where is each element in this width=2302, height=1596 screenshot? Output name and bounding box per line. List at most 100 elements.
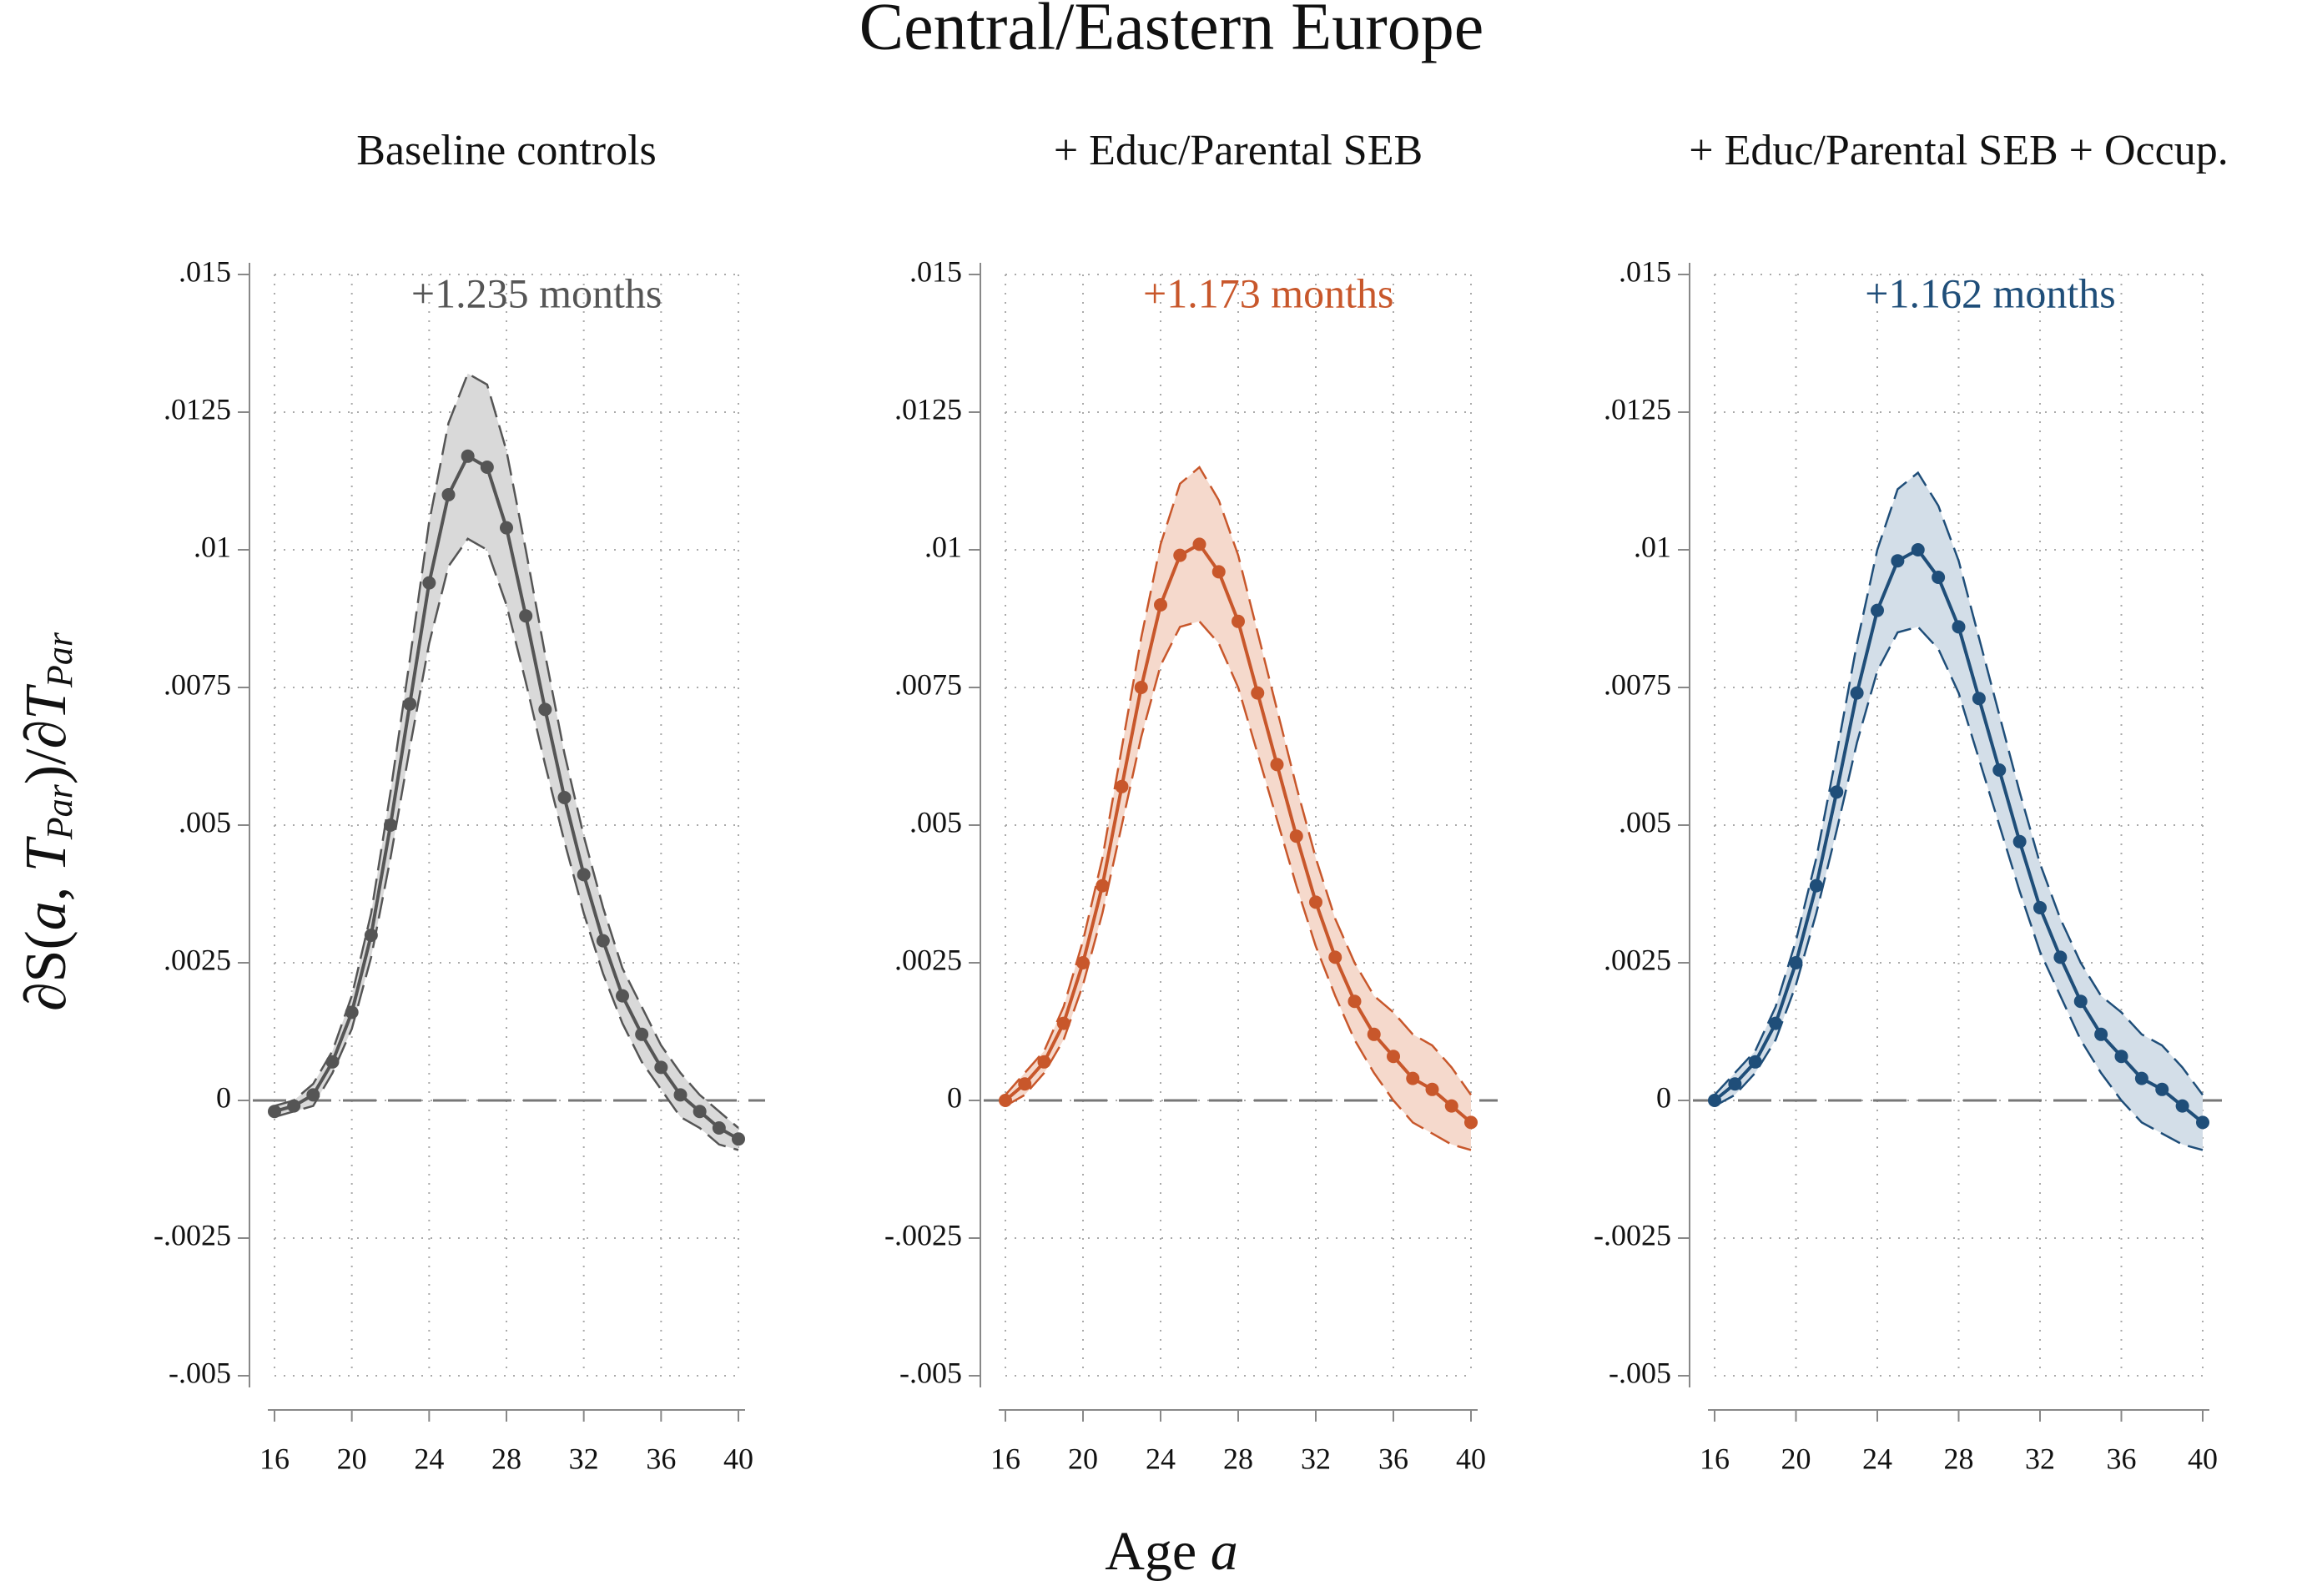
point	[1134, 681, 1148, 694]
point	[1932, 571, 1946, 584]
panel-title: + Educ/Parental SEB	[1054, 127, 1423, 174]
point	[999, 1094, 1012, 1107]
point	[2175, 1099, 2189, 1113]
point	[1347, 994, 1362, 1009]
point	[1328, 950, 1342, 964]
point	[1972, 692, 1986, 706]
x-tick-label: 32	[2025, 1442, 2055, 1475]
y-label-part: ,	[14, 872, 78, 901]
ci-upper	[274, 371, 739, 1129]
point	[2053, 950, 2068, 964]
ci-upper	[1714, 471, 2204, 1096]
y-tick-label: .0025	[164, 943, 231, 976]
point	[2196, 1115, 2209, 1130]
y-tick-label: -.005	[899, 1356, 962, 1389]
point	[2155, 1082, 2169, 1096]
y-tick-label: .01	[1634, 530, 1671, 563]
point	[345, 1005, 359, 1020]
ci-lower	[1714, 625, 2204, 1151]
point	[2033, 901, 2047, 914]
point	[1891, 554, 1905, 568]
y-tick-label: .005	[179, 805, 231, 838]
x-tick-label: 40	[723, 1442, 753, 1475]
y-tick-label: -.0025	[884, 1218, 962, 1251]
x-tick-label: 40	[2188, 1442, 2218, 1475]
annotation: +1.173 months	[1143, 269, 1393, 316]
x-tick-label: 16	[1700, 1442, 1730, 1475]
y-tick-label: 0	[947, 1080, 962, 1114]
point	[1789, 956, 1803, 969]
point	[306, 1088, 320, 1102]
point	[1387, 1050, 1400, 1064]
y-tick-label: .0075	[164, 667, 231, 701]
point	[712, 1121, 726, 1135]
point	[1309, 895, 1322, 909]
y-tick-label: .0125	[164, 392, 231, 425]
x-label-part: Age	[1105, 1521, 1210, 1582]
point	[2094, 1027, 2108, 1041]
point	[1056, 1016, 1070, 1030]
y-tick-label: .005	[909, 805, 962, 838]
point	[1154, 598, 1167, 612]
point	[1037, 1055, 1051, 1069]
x-tick-label: 20	[1781, 1442, 1811, 1475]
point	[693, 1105, 707, 1119]
point	[1911, 543, 1925, 556]
y-tick-label: .015	[1619, 254, 1671, 288]
point	[364, 929, 378, 942]
y-tick-label: .0025	[1604, 943, 1671, 976]
x-tick-label: 28	[1944, 1442, 1974, 1475]
point	[1115, 779, 1129, 793]
y-tick-label: .0075	[894, 667, 962, 701]
point	[654, 1060, 668, 1075]
point	[519, 609, 533, 623]
y-tick-label: .0125	[1604, 392, 1671, 425]
y-tick-label: .0125	[894, 392, 962, 425]
point	[1708, 1094, 1721, 1107]
point	[1192, 537, 1206, 551]
point	[2012, 834, 2027, 848]
ci-lower	[274, 537, 739, 1151]
point	[403, 697, 417, 711]
x-tick-label: 24	[1862, 1442, 1892, 1475]
confidence-band	[1005, 467, 1471, 1150]
y-tick-label: .01	[924, 530, 962, 563]
y-label-part: )/∂	[14, 720, 78, 784]
point	[384, 818, 397, 832]
x-tick-label: 36	[1378, 1442, 1408, 1475]
point	[1830, 785, 1844, 799]
x-tick-label: 28	[491, 1442, 521, 1475]
point	[1850, 686, 1864, 700]
point	[1367, 1027, 1381, 1041]
panel-title: Baseline controls	[356, 127, 657, 174]
point	[480, 461, 494, 474]
point	[673, 1088, 688, 1102]
x-tick-label: 24	[1146, 1442, 1176, 1475]
point	[1289, 829, 1303, 843]
y-tick-label: -.0025	[154, 1218, 231, 1251]
x-tick-label: 32	[1301, 1442, 1331, 1475]
x-tick-label: 16	[259, 1442, 290, 1475]
y-axis-label: ∂S(a, TPar)/∂TPar	[14, 632, 80, 1011]
y-label-part: Par	[39, 783, 80, 840]
point	[2073, 994, 2088, 1009]
annotation: +1.235 months	[411, 269, 662, 316]
x-tick-label: 32	[569, 1442, 599, 1475]
point	[577, 868, 591, 882]
point	[616, 989, 629, 1003]
y-tick-label: .0025	[894, 943, 962, 976]
y-tick-label: -.0025	[1594, 1218, 1671, 1251]
point	[1018, 1077, 1032, 1091]
x-tick-label: 40	[1456, 1442, 1486, 1475]
x-tick-label: 36	[2107, 1442, 2137, 1475]
point	[1425, 1082, 1439, 1096]
point	[461, 449, 475, 463]
ci-upper	[1005, 466, 1473, 1096]
y-label-part: T	[14, 683, 78, 720]
confidence-band	[1715, 472, 2203, 1150]
figure-title: Central/Eastern Europe	[859, 0, 1484, 63]
point	[596, 934, 610, 948]
x-tick-label: 36	[646, 1442, 676, 1475]
point	[538, 702, 552, 717]
x-tick-label: 28	[1223, 1442, 1253, 1475]
